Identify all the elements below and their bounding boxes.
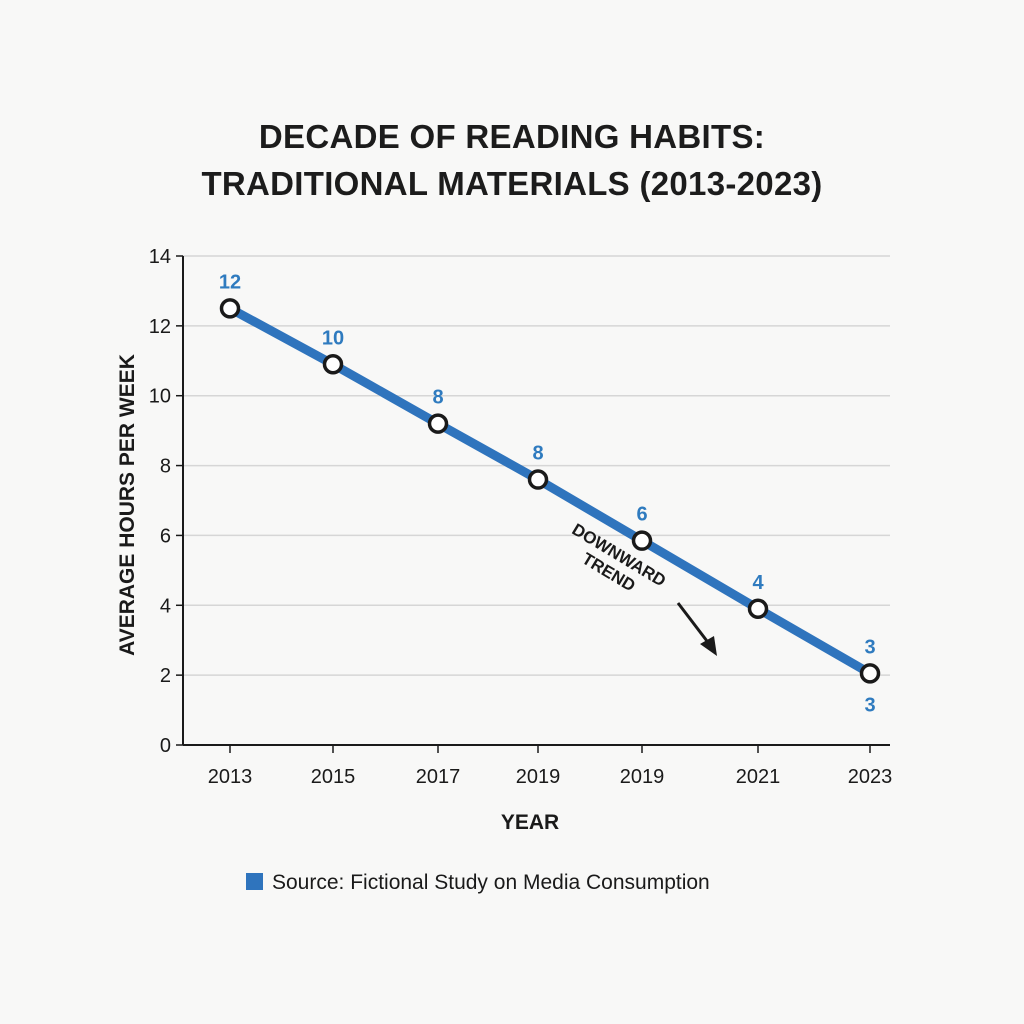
data-point-5: [747, 598, 769, 620]
data-point-4: [631, 530, 653, 551]
axes: [182, 256, 890, 746]
gridlines: [183, 255, 890, 676]
data-label-4: 6: [636, 504, 647, 526]
y-tick-label-6: 6: [160, 525, 171, 547]
data-label-1: 10: [322, 327, 344, 349]
trend-annotation: DOWNWARD TREND: [569, 520, 669, 596]
data-label-3: 8: [532, 443, 543, 465]
data-label-2: 8: [432, 387, 443, 409]
y-tick-label-12: 12: [149, 316, 171, 338]
y-axis-label: AVERAGE HOURS PER WEEK: [116, 354, 139, 656]
data-label-extra-0: 3: [864, 694, 875, 716]
x-ticks: 2013 2015 2017 2019 2019 2021 2023: [208, 745, 893, 788]
data-point-1: [322, 354, 344, 375]
x-axis-label: YEAR: [501, 811, 559, 834]
data-point-2: [427, 413, 449, 434]
trend-arrow-icon: [676, 602, 717, 656]
x-tick-label-1: 2015: [311, 766, 356, 788]
data-label-0: 12: [219, 271, 241, 293]
y-tick-label-2: 2: [160, 665, 171, 687]
legend-text: Source: Fictional Study on Media Consump…: [272, 871, 710, 894]
chart-title-line-1: DECADE OF READING HABITS:: [259, 118, 765, 155]
data-label-6: 3: [864, 636, 875, 658]
data-labels: 12 10 8 8 6 4 3 3: [219, 271, 876, 716]
x-tick-label-2: 2017: [416, 766, 461, 788]
data-point-0: [219, 298, 241, 319]
y-tick-label-4: 4: [160, 595, 171, 617]
x-tick-label-4: 2019: [620, 766, 665, 788]
x-tick-label-3: 2019: [516, 766, 561, 788]
y-tick-label-8: 8: [160, 456, 171, 478]
y-tick-label-14: 14: [149, 246, 171, 268]
x-tick-label-6: 2023: [848, 766, 893, 788]
legend: Source: Fictional Study on Media Consump…: [246, 871, 710, 894]
data-label-5: 4: [752, 572, 764, 594]
chart-title-line-2: TRADITIONAL MATERIALS (2013-2023): [201, 165, 822, 202]
data-point-3: [527, 469, 549, 490]
legend-swatch: [246, 873, 263, 890]
y-tick-label-10: 10: [149, 386, 171, 408]
y-ticks: 0 2 4 6 8 10 12 14: [149, 246, 183, 757]
x-tick-label-5: 2021: [736, 766, 781, 788]
data-series: [219, 298, 881, 684]
data-point-6: [859, 663, 881, 684]
y-tick-label-0: 0: [160, 735, 171, 757]
x-tick-label-0: 2013: [208, 766, 253, 788]
